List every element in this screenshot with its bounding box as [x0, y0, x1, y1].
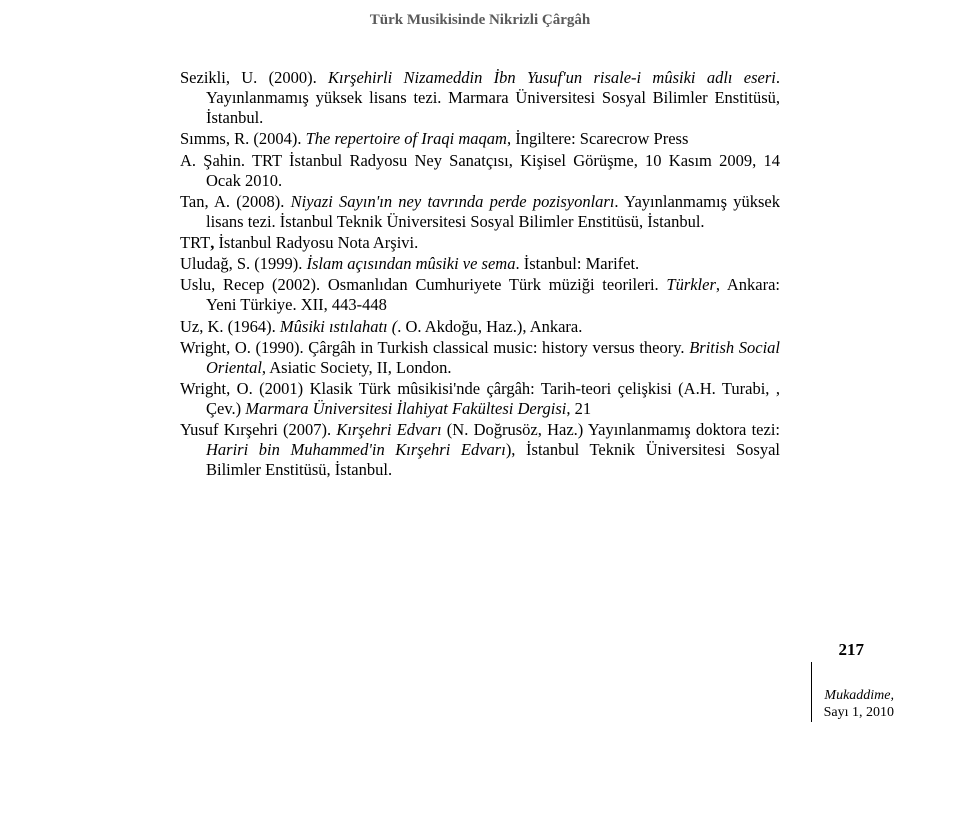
reference-entry: Uludağ, S. (1999). İslam açısından mûsik… [180, 254, 780, 274]
ref-italic: Niyazi Sayın'ın ney tavrında perde pozis… [291, 192, 615, 211]
ref-italic: İslam açısından mûsiki ve sema [307, 254, 516, 273]
reference-entry: Wright, O. (2001) Klasik Türk mûsikisi'n… [180, 379, 780, 419]
reference-entry: A. Şahin. TRT İstanbul Radyosu Ney Sanat… [180, 151, 780, 191]
page-number: 217 [839, 640, 865, 660]
reference-entry: Tan, A. (2008). Niyazi Sayın'ın ney tavr… [180, 192, 780, 232]
page: Türk Musikisinde Nikrizli Çârgâh Sezikli… [0, 0, 960, 819]
ref-italic: Türkler [666, 275, 716, 294]
side-rule [811, 662, 812, 722]
ref-text: İstanbul Radyosu Nota Arşivi. [218, 233, 418, 252]
ref-text: Uludağ, S. (1999). [180, 254, 307, 273]
reference-entry: Uslu, Recep (2002). Osmanlıdan Cumhuriye… [180, 275, 780, 315]
ref-italic: Hariri bin Muhammed'in Kırşehri Edvarı [206, 440, 506, 459]
ref-text: Uslu, Recep (2002). Osmanlıdan Cumhuriye… [180, 275, 666, 294]
ref-text: , Asiatic Society, II, London. [262, 358, 452, 377]
ref-text: Uz, K. (1964). [180, 317, 280, 336]
ref-italic: The repertoire of Iraqi maqam [306, 129, 507, 148]
running-head: Türk Musikisinde Nikrizli Çârgâh [0, 12, 960, 29]
ref-italic: Mûsiki ıstılahatı ( [280, 317, 397, 336]
ref-text: (N. Doğrusöz, Haz.) Yayınlanmamış doktor… [442, 420, 780, 439]
ref-text: TRT [180, 233, 210, 252]
reference-entry: Yusuf Kırşehri (2007). Kırşehri Edvarı (… [180, 420, 780, 480]
footer-label: Mukaddime, Sayı 1, 2010 [816, 688, 894, 722]
ref-text: , İngiltere: Scarecrow Press [507, 129, 688, 148]
reference-entry: Sezikli, U. (2000). Kırşehirli Nizameddi… [180, 68, 780, 128]
ref-text: . O. Akdoğu, Haz.), Ankara. [397, 317, 582, 336]
ref-text: Wright, O. (1990). Çârgâh in Turkish cla… [180, 338, 689, 357]
ref-text: Tan, A. (2008). [180, 192, 291, 211]
footer-journal: Mukaddime, [824, 688, 894, 703]
ref-text: Yusuf Kırşehri (2007). [180, 420, 336, 439]
ref-italic: Kırşehirli Nizameddin İbn Yusuf'un risal… [328, 68, 776, 87]
ref-text: . İstanbul: Marifet. [515, 254, 639, 273]
ref-text: , 21 [566, 399, 591, 418]
reference-entry: TRT, İstanbul Radyosu Nota Arşivi. [180, 233, 780, 253]
ref-italic: Kırşehri Edvarı [336, 420, 441, 439]
ref-text: Sımms, R. (2004). [180, 129, 306, 148]
references-block: Sezikli, U. (2000). Kırşehirli Nizameddi… [180, 68, 780, 482]
ref-text: A. Şahin. TRT İstanbul Radyosu Ney Sanat… [180, 151, 780, 190]
reference-entry: Uz, K. (1964). Mûsiki ıstılahatı (. O. A… [180, 317, 780, 337]
ref-italic: Marmara Üniversitesi İlahiyat Fakültesi … [245, 399, 566, 418]
ref-text: Sezikli, U. (2000). [180, 68, 328, 87]
footer-issue: Sayı 1, 2010 [824, 705, 894, 720]
reference-entry: Wright, O. (1990). Çârgâh in Turkish cla… [180, 338, 780, 378]
reference-entry: Sımms, R. (2004). The repertoire of Iraq… [180, 129, 780, 149]
